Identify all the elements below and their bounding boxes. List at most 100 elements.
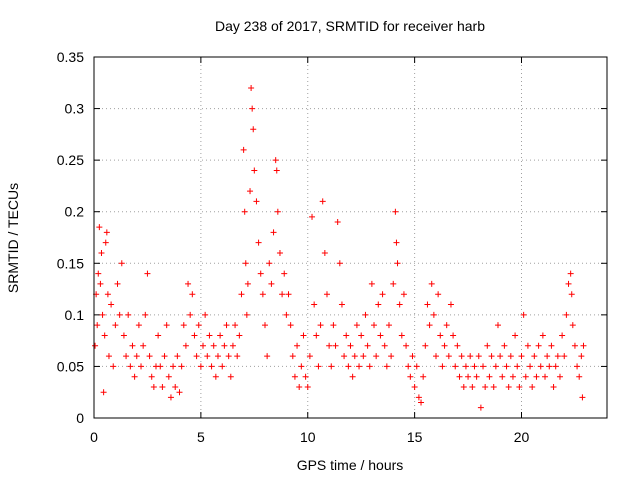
data-point xyxy=(396,301,403,308)
data-point xyxy=(343,332,350,339)
data-point xyxy=(133,353,140,360)
data-point xyxy=(148,373,155,380)
data-point xyxy=(116,311,123,318)
data-point xyxy=(120,332,127,339)
data-point xyxy=(174,353,181,360)
data-point xyxy=(225,353,232,360)
data-point xyxy=(388,353,395,360)
data-point xyxy=(529,384,536,391)
data-point xyxy=(403,342,410,349)
data-point xyxy=(452,363,459,370)
data-point xyxy=(465,373,472,380)
data-point xyxy=(362,311,369,318)
data-point xyxy=(390,280,397,287)
data-point xyxy=(375,301,382,308)
data-point xyxy=(170,363,177,370)
data-point xyxy=(377,332,384,339)
data-point xyxy=(283,311,290,318)
data-point xyxy=(341,353,348,360)
data-point xyxy=(296,384,303,391)
data-point xyxy=(217,332,224,339)
data-point xyxy=(289,353,296,360)
data-point xyxy=(405,363,412,370)
data-point xyxy=(368,280,375,287)
data-point xyxy=(105,353,112,360)
data-point xyxy=(180,322,187,329)
data-point xyxy=(428,280,435,287)
data-point xyxy=(210,342,217,349)
data-point xyxy=(568,291,575,298)
data-point xyxy=(480,363,487,370)
data-point xyxy=(247,188,254,195)
data-point xyxy=(161,353,168,360)
data-point xyxy=(488,353,495,360)
data-point xyxy=(236,332,243,339)
data-point xyxy=(328,363,335,370)
data-point xyxy=(407,373,414,380)
data-point xyxy=(270,229,277,236)
data-point xyxy=(413,363,420,370)
data-point xyxy=(191,332,198,339)
y-tick-label: 0.05 xyxy=(57,358,84,374)
data-point xyxy=(494,322,501,329)
data-point xyxy=(356,363,363,370)
data-point xyxy=(182,342,189,349)
data-point xyxy=(460,384,467,391)
data-point xyxy=(415,394,422,401)
x-axis-label: GPS time / hours xyxy=(297,457,404,473)
data-point xyxy=(330,322,337,329)
data-point xyxy=(142,311,149,318)
data-point xyxy=(202,311,209,318)
chart-title: Day 238 of 2017, SRMTID for receiver har… xyxy=(215,18,485,34)
data-point xyxy=(118,260,125,267)
data-point xyxy=(574,363,581,370)
data-point xyxy=(279,291,286,298)
data-point xyxy=(315,363,322,370)
data-point xyxy=(266,260,273,267)
data-point xyxy=(424,301,431,308)
data-point xyxy=(99,311,106,318)
data-point xyxy=(206,332,213,339)
data-point xyxy=(234,353,241,360)
data-point xyxy=(255,239,262,246)
data-point xyxy=(349,373,356,380)
data-point xyxy=(187,311,194,318)
data-point xyxy=(373,353,380,360)
data-point xyxy=(544,353,551,360)
data-point xyxy=(110,363,117,370)
data-point xyxy=(578,353,585,360)
data-point xyxy=(471,363,478,370)
data-point xyxy=(104,291,111,298)
data-point xyxy=(98,249,105,256)
plot-frame xyxy=(93,56,608,419)
data-point xyxy=(306,353,313,360)
data-point xyxy=(304,384,311,391)
data-point xyxy=(300,332,307,339)
data-point xyxy=(294,342,301,349)
data-point xyxy=(411,384,418,391)
data-point xyxy=(238,291,245,298)
data-point xyxy=(426,322,433,329)
data-point xyxy=(473,373,480,380)
data-point xyxy=(347,342,354,349)
data-point xyxy=(430,311,437,318)
data-point xyxy=(351,353,358,360)
data-point xyxy=(150,384,157,391)
data-point xyxy=(157,363,164,370)
data-point xyxy=(576,373,583,380)
data-point xyxy=(542,373,549,380)
data-point xyxy=(490,384,497,391)
data-point xyxy=(445,353,452,360)
data-point xyxy=(244,280,251,287)
data-point xyxy=(129,342,136,349)
data-point xyxy=(516,384,523,391)
data-point xyxy=(291,373,298,380)
x-tick-label: 10 xyxy=(300,429,316,445)
data-point xyxy=(501,342,508,349)
data-point xyxy=(469,384,476,391)
data-point xyxy=(208,363,215,370)
data-point xyxy=(475,353,482,360)
data-point xyxy=(518,353,525,360)
data-point xyxy=(486,373,493,380)
data-point xyxy=(482,384,489,391)
